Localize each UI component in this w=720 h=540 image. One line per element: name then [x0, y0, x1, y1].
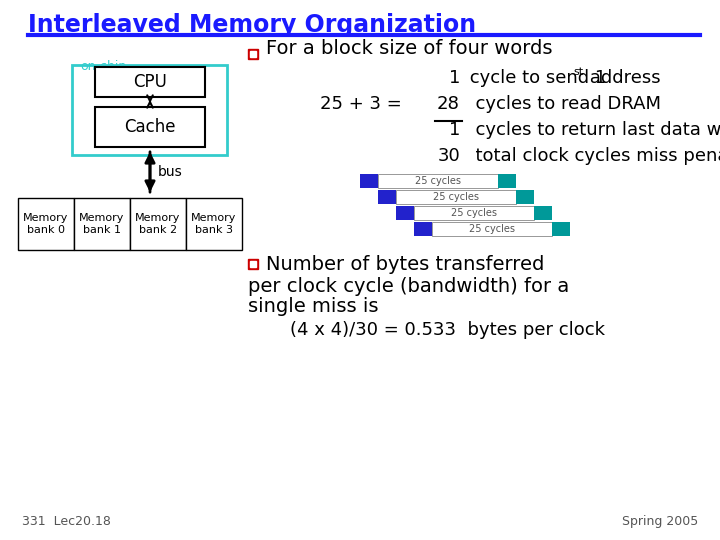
Bar — [248, 49, 258, 59]
Bar — [95, 67, 205, 97]
Bar — [396, 206, 414, 220]
Bar — [72, 65, 227, 155]
Text: Interleaved Memory Organization: Interleaved Memory Organization — [28, 13, 476, 37]
Text: Number of bytes transferred: Number of bytes transferred — [266, 254, 544, 273]
Text: on-chip: on-chip — [80, 60, 126, 73]
Text: For a block size of four words: For a block size of four words — [266, 39, 552, 58]
Bar — [396, 190, 516, 204]
Bar — [248, 259, 258, 269]
Bar — [186, 198, 242, 250]
Bar — [552, 222, 570, 236]
Text: 331  Lec20.18: 331 Lec20.18 — [22, 515, 111, 528]
Text: total clock cycles miss penalty: total clock cycles miss penalty — [464, 147, 720, 165]
Text: st: st — [573, 67, 583, 77]
Text: Memory
bank 3: Memory bank 3 — [192, 213, 237, 235]
Text: address: address — [584, 69, 661, 87]
Text: Memory
bank 2: Memory bank 2 — [135, 213, 181, 235]
Text: 1: 1 — [449, 69, 460, 87]
Bar — [95, 107, 205, 147]
Bar — [130, 198, 186, 250]
Bar — [498, 174, 516, 188]
Bar — [432, 222, 552, 236]
Text: 25 cycles: 25 cycles — [415, 176, 461, 186]
Text: (4 x 4)/30 = 0.533  bytes per clock: (4 x 4)/30 = 0.533 bytes per clock — [290, 321, 605, 339]
Text: cycle to send 1: cycle to send 1 — [464, 69, 606, 87]
Text: 25 + 3 =: 25 + 3 = — [320, 95, 408, 113]
Text: Memory
bank 0: Memory bank 0 — [23, 213, 68, 235]
Bar — [534, 206, 552, 220]
Bar — [74, 198, 130, 250]
Text: Memory
bank 1: Memory bank 1 — [79, 213, 125, 235]
Text: 1: 1 — [449, 121, 460, 139]
Bar — [250, 51, 256, 57]
Text: 25 cycles: 25 cycles — [451, 208, 497, 218]
Text: 25 cycles: 25 cycles — [433, 192, 479, 202]
Bar — [378, 174, 498, 188]
Text: cycles to return last data word: cycles to return last data word — [464, 121, 720, 139]
Bar — [360, 174, 378, 188]
Bar — [378, 190, 396, 204]
Bar — [414, 206, 534, 220]
Text: bus: bus — [158, 165, 183, 179]
Text: 30: 30 — [437, 147, 460, 165]
Text: single miss is: single miss is — [248, 298, 379, 316]
Bar — [250, 261, 256, 267]
Text: per clock cycle (bandwidth) for a: per clock cycle (bandwidth) for a — [248, 276, 570, 295]
Bar — [414, 222, 432, 236]
Text: CPU: CPU — [133, 73, 167, 91]
Bar — [18, 198, 74, 250]
Text: 25 cycles: 25 cycles — [469, 224, 515, 234]
Text: 28: 28 — [437, 95, 460, 113]
Text: cycles to read DRAM: cycles to read DRAM — [464, 95, 661, 113]
Bar — [516, 190, 534, 204]
Text: Spring 2005: Spring 2005 — [622, 515, 698, 528]
Text: Cache: Cache — [125, 118, 176, 136]
